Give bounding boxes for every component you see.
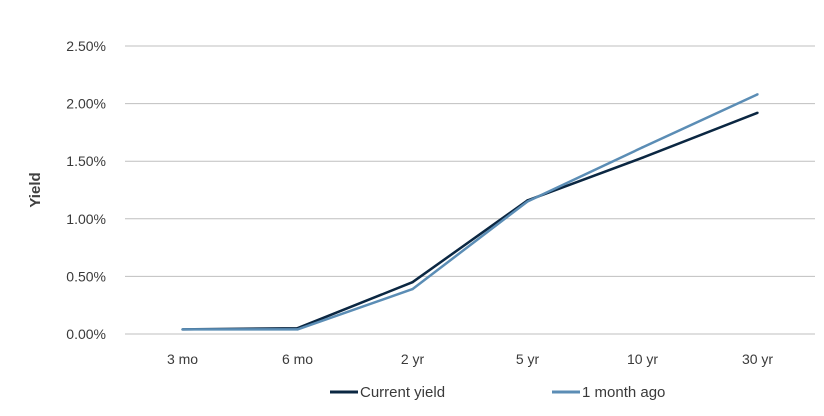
data-point xyxy=(296,328,299,331)
data-point xyxy=(756,93,759,96)
x-axis-ticks: 3 mo 6 mo 2 yr 5 yr 10 yr 30 yr xyxy=(167,351,773,367)
data-point xyxy=(411,287,414,291)
y-axis-label: Yield xyxy=(27,172,44,207)
data-point xyxy=(641,146,644,149)
x-tick-label: 30 yr xyxy=(742,351,773,367)
y-tick-label: 0.00% xyxy=(66,326,106,342)
y-tick-label: 2.50% xyxy=(66,38,106,54)
data-point xyxy=(756,111,759,115)
data-point xyxy=(181,328,184,331)
x-tick-label: 10 yr xyxy=(627,351,658,367)
series-line-1 xyxy=(182,93,759,331)
y-axis-ticks: 0.00% 0.50% 1.00% 1.50% 2.00% 2.50% xyxy=(66,38,106,342)
series-line-0 xyxy=(182,111,758,331)
data-point xyxy=(641,156,644,159)
y-tick-label: 1.00% xyxy=(66,211,106,227)
data-point xyxy=(411,280,414,284)
data-point xyxy=(526,200,529,203)
series-lines xyxy=(181,93,759,331)
legend-label: Current yield xyxy=(360,384,445,401)
legend: Current yield 1 month ago xyxy=(330,384,665,401)
x-tick-label: 3 mo xyxy=(167,351,198,367)
y-tick-label: 0.50% xyxy=(66,268,106,284)
y-tick-label: 2.00% xyxy=(66,96,106,112)
gridlines xyxy=(125,45,815,335)
x-tick-label: 2 yr xyxy=(401,351,425,367)
x-tick-label: 5 yr xyxy=(516,351,540,367)
legend-label: 1 month ago xyxy=(582,384,665,401)
y-tick-label: 1.50% xyxy=(66,153,106,169)
x-tick-label: 6 mo xyxy=(282,351,313,367)
